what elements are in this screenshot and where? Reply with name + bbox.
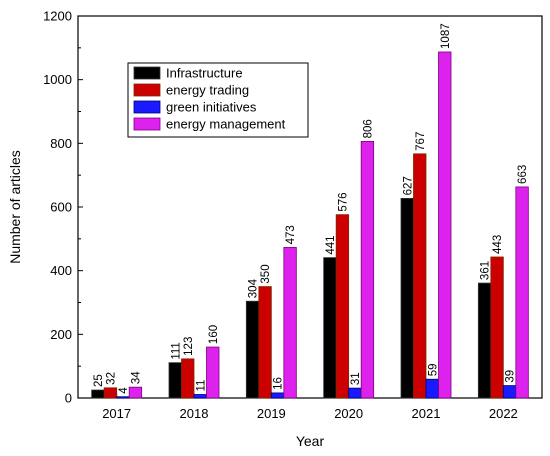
bar-energy-trading	[103, 387, 118, 399]
bar-infrastructure	[400, 198, 414, 399]
x-tick-label: 2021	[412, 406, 441, 421]
data-label: 627	[402, 176, 414, 195]
y-tick-label: 0	[65, 391, 72, 406]
x-axis-title: Year	[296, 433, 325, 449]
legend-swatch	[133, 83, 161, 97]
bar-energy-management	[128, 386, 143, 399]
data-label: 31	[350, 372, 362, 385]
data-label: 443	[492, 235, 504, 254]
bar-green-initiatives	[116, 396, 130, 399]
y-axis: 0 200 400 600 800 1000 1200	[43, 9, 83, 406]
data-label: 59	[427, 363, 439, 376]
bar-green-initiatives	[270, 392, 285, 399]
legend-label: energy management	[166, 117, 286, 132]
x-axis: 2017 2018 2019 2020 2021 2022	[102, 393, 518, 421]
data-label: 361	[480, 261, 492, 280]
x-tick-label: 2017	[102, 406, 131, 421]
y-tick-label: 200	[50, 327, 72, 342]
data-label: 39	[505, 370, 517, 383]
y-axis-title: Number of articles	[7, 150, 23, 264]
bar-infrastructure	[168, 362, 182, 399]
data-label: 160	[208, 325, 220, 344]
legend-label: green initiatives	[166, 100, 257, 115]
bar-energy-management	[283, 247, 297, 399]
y-tick-label: 600	[50, 200, 72, 215]
bar-energy-trading	[413, 153, 427, 399]
x-tick-label: 2018	[180, 406, 209, 421]
data-label: 4	[118, 387, 130, 394]
data-label: 34	[130, 371, 142, 384]
bar-series-group	[91, 51, 529, 399]
bar-infrastructure	[323, 257, 337, 399]
bar-energy-trading	[490, 256, 504, 399]
legend-label: energy trading	[166, 83, 249, 98]
legend: Infrastructure energy trading green initia…	[127, 62, 309, 138]
y-tick-label: 1200	[43, 9, 72, 24]
bar-energy-management	[360, 141, 375, 399]
bar-green-initiatives	[193, 394, 207, 399]
bar-infrastructure	[245, 300, 260, 399]
data-label: 473	[285, 225, 297, 244]
data-label: 663	[517, 165, 529, 184]
data-label: 767	[415, 132, 427, 151]
legend-label: Infrastructure	[166, 66, 243, 81]
bar-energy-management	[206, 346, 220, 399]
legend-swatch	[133, 66, 161, 80]
data-label: 1087	[440, 23, 452, 49]
x-tick-label: 2020	[334, 406, 363, 421]
data-label: 576	[337, 192, 349, 211]
data-label: 32	[105, 372, 117, 385]
y-tick-label: 400	[50, 263, 72, 278]
legend-swatch	[133, 117, 161, 131]
bar-infrastructure	[91, 389, 105, 399]
bar-green-initiatives	[502, 385, 517, 399]
data-label: 806	[362, 119, 374, 138]
data-label: 441	[325, 235, 337, 254]
bar-energy-management	[438, 51, 452, 399]
bar-green-initiatives	[348, 387, 362, 399]
data-label: 25	[93, 374, 105, 387]
data-label: 123	[183, 337, 195, 356]
bar-infrastructure	[477, 282, 492, 399]
legend-swatch	[133, 100, 161, 114]
data-label: 350	[260, 264, 272, 283]
data-label: 11	[195, 380, 207, 392]
data-label: 111	[170, 342, 182, 359]
bar-energy-trading	[258, 286, 272, 399]
data-label: 16	[273, 377, 285, 390]
bar-energy-trading	[335, 214, 350, 399]
x-tick-label: 2022	[489, 406, 518, 421]
bar-energy-trading	[181, 358, 195, 399]
bar-green-initiatives	[425, 378, 439, 399]
bar-energy-management	[515, 186, 529, 399]
x-tick-label: 2019	[257, 406, 286, 421]
data-label: 304	[248, 278, 260, 298]
y-tick-label: 800	[50, 136, 72, 151]
y-tick-label: 1000	[43, 72, 72, 87]
